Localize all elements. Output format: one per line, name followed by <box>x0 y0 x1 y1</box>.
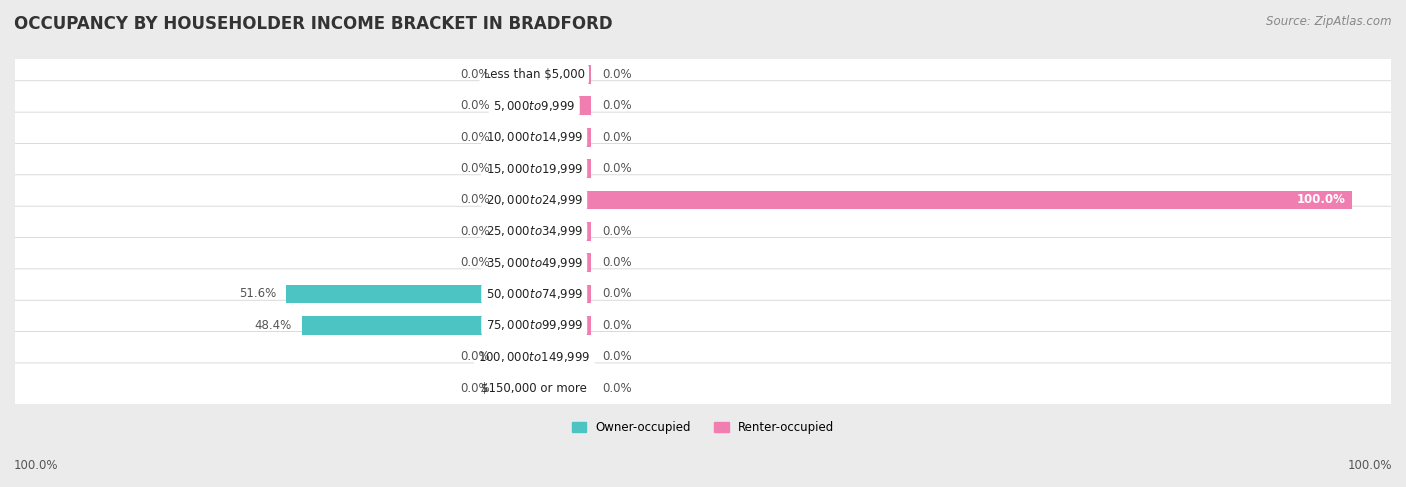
Text: 0.0%: 0.0% <box>602 287 631 300</box>
Text: OCCUPANCY BY HOUSEHOLDER INCOME BRACKET IN BRADFORD: OCCUPANCY BY HOUSEHOLDER INCOME BRACKET … <box>14 15 613 33</box>
Text: 0.0%: 0.0% <box>461 99 491 112</box>
Bar <box>501 222 534 241</box>
Text: $5,000 to $9,999: $5,000 to $9,999 <box>494 99 575 113</box>
Text: 0.0%: 0.0% <box>461 162 491 175</box>
FancyBboxPatch shape <box>11 269 1395 319</box>
FancyBboxPatch shape <box>11 112 1395 162</box>
Text: 100.0%: 100.0% <box>14 459 59 472</box>
Text: 48.4%: 48.4% <box>254 319 291 332</box>
FancyBboxPatch shape <box>11 49 1395 99</box>
Text: Source: ZipAtlas.com: Source: ZipAtlas.com <box>1267 15 1392 28</box>
Text: 0.0%: 0.0% <box>461 131 491 144</box>
Text: $25,000 to $34,999: $25,000 to $34,999 <box>485 224 583 238</box>
Bar <box>501 347 534 366</box>
Bar <box>501 378 534 397</box>
Text: $10,000 to $14,999: $10,000 to $14,999 <box>485 130 583 144</box>
Bar <box>287 284 534 303</box>
Text: 100.0%: 100.0% <box>1347 459 1392 472</box>
FancyBboxPatch shape <box>11 81 1395 131</box>
Bar <box>302 316 534 335</box>
Text: 0.0%: 0.0% <box>461 193 491 206</box>
Bar <box>501 128 534 147</box>
Bar <box>501 253 534 272</box>
Text: 0.0%: 0.0% <box>602 225 631 238</box>
FancyBboxPatch shape <box>11 363 1395 413</box>
Text: 0.0%: 0.0% <box>602 256 631 269</box>
Text: Less than $5,000: Less than $5,000 <box>484 68 585 81</box>
Bar <box>534 378 592 397</box>
Bar <box>534 284 592 303</box>
Bar <box>501 96 534 115</box>
Text: 0.0%: 0.0% <box>602 381 631 394</box>
Text: $15,000 to $19,999: $15,000 to $19,999 <box>485 162 583 175</box>
Text: 0.0%: 0.0% <box>602 319 631 332</box>
Text: 51.6%: 51.6% <box>239 287 276 300</box>
Bar <box>534 128 592 147</box>
Bar <box>534 96 592 115</box>
Bar <box>534 190 1353 209</box>
Text: $20,000 to $24,999: $20,000 to $24,999 <box>485 193 583 207</box>
FancyBboxPatch shape <box>11 175 1395 225</box>
Text: $75,000 to $99,999: $75,000 to $99,999 <box>485 318 583 332</box>
Text: 0.0%: 0.0% <box>461 225 491 238</box>
Text: 0.0%: 0.0% <box>602 68 631 81</box>
Bar <box>534 159 592 178</box>
FancyBboxPatch shape <box>11 144 1395 194</box>
Text: $50,000 to $74,999: $50,000 to $74,999 <box>485 287 583 301</box>
Legend: Owner-occupied, Renter-occupied: Owner-occupied, Renter-occupied <box>567 417 839 439</box>
Bar <box>534 222 592 241</box>
Text: 0.0%: 0.0% <box>461 381 491 394</box>
Text: $150,000 or more: $150,000 or more <box>481 381 588 394</box>
Text: 0.0%: 0.0% <box>602 350 631 363</box>
Bar <box>534 347 592 366</box>
Text: 0.0%: 0.0% <box>461 68 491 81</box>
Text: 0.0%: 0.0% <box>461 256 491 269</box>
FancyBboxPatch shape <box>11 238 1395 288</box>
Bar <box>501 190 534 209</box>
Text: $100,000 to $149,999: $100,000 to $149,999 <box>478 350 591 364</box>
Bar <box>501 65 534 84</box>
Text: 0.0%: 0.0% <box>602 131 631 144</box>
Text: 0.0%: 0.0% <box>461 350 491 363</box>
FancyBboxPatch shape <box>11 300 1395 350</box>
Text: $35,000 to $49,999: $35,000 to $49,999 <box>485 256 583 270</box>
FancyBboxPatch shape <box>11 332 1395 382</box>
Bar <box>501 159 534 178</box>
Bar <box>534 316 592 335</box>
FancyBboxPatch shape <box>11 206 1395 256</box>
Text: 0.0%: 0.0% <box>602 99 631 112</box>
Bar <box>534 65 592 84</box>
Text: 100.0%: 100.0% <box>1296 193 1346 206</box>
Text: 0.0%: 0.0% <box>602 162 631 175</box>
Bar <box>534 253 592 272</box>
